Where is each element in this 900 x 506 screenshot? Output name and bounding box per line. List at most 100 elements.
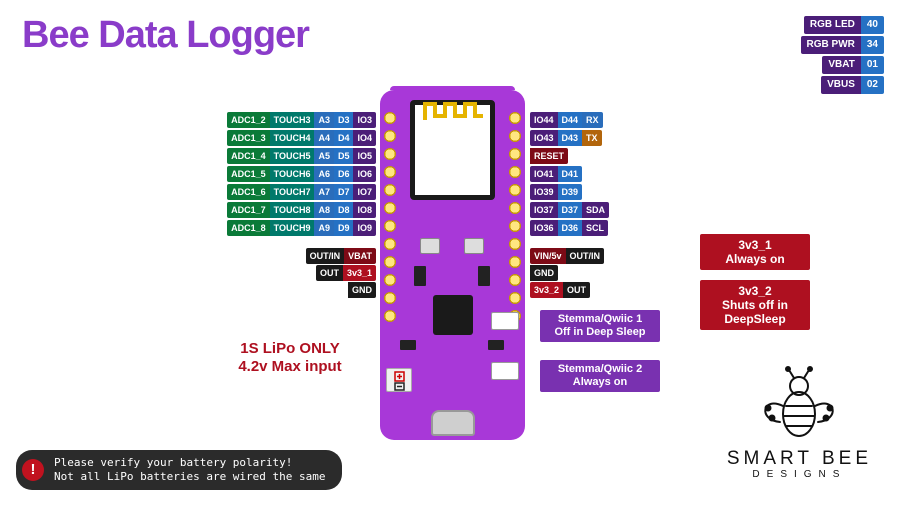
pin-seg: ADC1_7 — [227, 202, 270, 218]
pin-seg: D7 — [334, 184, 354, 200]
stemma-label: Stemma/Qwiic 2Always on — [540, 360, 660, 392]
antenna-trace — [423, 100, 485, 122]
pin-seg: ADC1_2 — [227, 112, 270, 128]
ref-label: RGB LED — [804, 16, 861, 34]
pin-seg: TOUCH4 — [270, 130, 315, 146]
pin-seg: VIN/5v — [530, 248, 566, 264]
pin-seg: IO5 — [353, 148, 376, 164]
warning-icon: ! — [22, 459, 44, 481]
rail-info: 3v3_2Shuts off inDeepSleep — [700, 280, 810, 330]
pin-seg: IO4 — [353, 130, 376, 146]
pin-label: IO6D6A6TOUCH6ADC1_5 — [227, 166, 376, 182]
pin-seg: D36 — [558, 220, 583, 236]
pin-seg: SCL — [582, 220, 608, 236]
pin-seg: TOUCH5 — [270, 148, 315, 164]
pin-label: IO41D41 — [530, 166, 582, 182]
usb-c-port[interactable] — [431, 410, 475, 436]
pin-seg: D6 — [334, 166, 354, 182]
pin-reference-block: RGB LED40RGB PWR34VBAT01VBUS02 — [801, 16, 884, 96]
pin-seg: D5 — [334, 148, 354, 164]
pin-seg: A7 — [314, 184, 334, 200]
lipo-jst[interactable] — [386, 368, 412, 392]
pin-seg: D3 — [334, 112, 354, 128]
pin-seg: 3v3_1 — [343, 265, 376, 281]
pin-label: IO8D8A8TOUCH8ADC1_7 — [227, 202, 376, 218]
pin-label: IO36D36SCL — [530, 220, 608, 236]
pin-seg: ADC1_4 — [227, 148, 270, 164]
pin-seg: D41 — [558, 166, 583, 182]
pin-seg: IO6 — [353, 166, 376, 182]
pin-label: IO39D39 — [530, 184, 582, 200]
ref-value: 01 — [861, 56, 884, 74]
pin-hole — [509, 292, 521, 304]
pin-label: GND — [348, 282, 376, 298]
pin-seg: TX — [582, 130, 602, 146]
ref-value: 34 — [861, 36, 884, 54]
pin-seg: A9 — [314, 220, 334, 236]
pin-seg: OUT/IN — [306, 248, 345, 264]
pin-seg: IO39 — [530, 184, 558, 200]
pin-label: IO3D3A3TOUCH3ADC1_2 — [227, 112, 376, 128]
pin-seg: D39 — [558, 184, 583, 200]
ref-value: 40 — [861, 16, 884, 34]
pin-seg: D43 — [558, 130, 583, 146]
pin-seg: D4 — [334, 130, 354, 146]
pin-hole — [509, 166, 521, 178]
ref-row: VBAT01 — [801, 56, 884, 74]
pin-hole — [384, 220, 396, 232]
pin-hole — [384, 310, 396, 322]
stemma-label: Stemma/Qwiic 1Off in Deep Sleep — [540, 310, 660, 342]
pin-seg: OUT — [563, 282, 590, 298]
pin-label: GND — [530, 265, 558, 281]
pin-seg: 3v3_2 — [530, 282, 563, 298]
pin-seg: A6 — [314, 166, 334, 182]
pin-seg: A8 — [314, 202, 334, 218]
pin-seg: ADC1_3 — [227, 130, 270, 146]
pin-seg: SDA — [582, 202, 609, 218]
pin-label: IO37D37SDA — [530, 202, 609, 218]
pin-label: IO9D9A9TOUCH9ADC1_8 — [227, 220, 376, 236]
pin-hole — [384, 166, 396, 178]
pin-seg: ADC1_6 — [227, 184, 270, 200]
pin-seg: RX — [582, 112, 603, 128]
pin-seg: TOUCH8 — [270, 202, 315, 218]
pin-seg: IO36 — [530, 220, 558, 236]
pin-seg: ADC1_5 — [227, 166, 270, 182]
main-ic — [433, 295, 473, 335]
rail-info: 3v3_1Always on — [700, 234, 810, 270]
pin-seg: A5 — [314, 148, 334, 164]
pin-hole — [384, 184, 396, 196]
boot-button[interactable] — [420, 238, 440, 254]
ref-value: 02 — [861, 76, 884, 94]
reset-button[interactable] — [464, 238, 484, 254]
pin-seg: D37 — [558, 202, 583, 218]
pin-hole — [384, 130, 396, 142]
pin-seg: RESET — [530, 148, 568, 164]
pin-seg: IO44 — [530, 112, 558, 128]
stemma-qwiic-1[interactable] — [491, 312, 519, 330]
pin-hole — [509, 184, 521, 196]
pin-hole — [509, 130, 521, 142]
rf-shield — [410, 100, 495, 200]
lipo-warning: 1S LiPo ONLY 4.2v Max input — [220, 340, 360, 376]
pin-seg: IO41 — [530, 166, 558, 182]
pin-label: VIN/5vOUT/IN — [530, 248, 604, 264]
pin-label: RESET — [530, 148, 568, 164]
stemma-qwiic-2[interactable] — [491, 362, 519, 380]
pin-seg: TOUCH3 — [270, 112, 315, 128]
pin-label: IO7D7A7TOUCH7ADC1_6 — [227, 184, 376, 200]
pin-hole — [384, 148, 396, 160]
pin-seg: OUT/IN — [566, 248, 605, 264]
pin-hole — [509, 256, 521, 268]
ref-row: RGB LED40 — [801, 16, 884, 34]
pin-seg: TOUCH9 — [270, 220, 315, 236]
polarity-warning: ! Please verify your battery polarity! N… — [16, 450, 342, 490]
pin-hole — [384, 238, 396, 250]
pin-label: IO44D44RX — [530, 112, 603, 128]
pin-hole — [509, 274, 521, 286]
pin-hole — [509, 238, 521, 250]
pin-label: VBATOUT/IN — [306, 248, 376, 264]
pin-seg: IO8 — [353, 202, 376, 218]
pin-seg: IO3 — [353, 112, 376, 128]
pin-seg: A3 — [314, 112, 334, 128]
